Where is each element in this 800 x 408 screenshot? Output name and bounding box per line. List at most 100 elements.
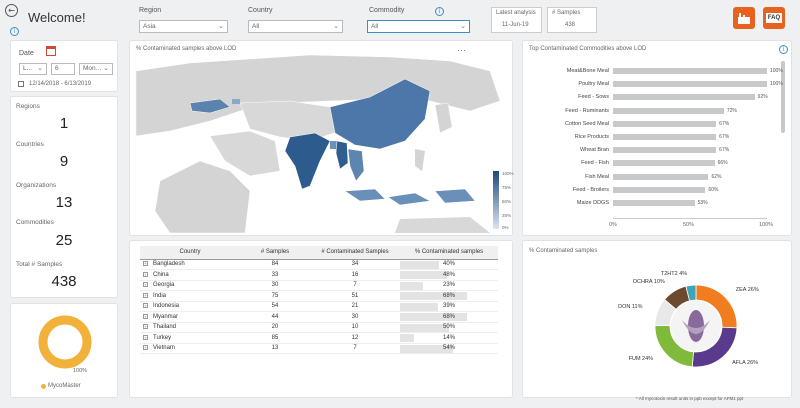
pct-cell: 40% (400, 259, 498, 270)
expand-icon[interactable]: + (143, 334, 148, 340)
footnote: * All mycotoxin result units in ppb exce… (636, 396, 744, 401)
region-dropdown[interactable]: Asia ⌄ (139, 20, 228, 33)
kpi-countries-value: 9 (59, 153, 69, 170)
donut-panel: % Contaminated samples ZEA 26% AFLA 26% FU… (522, 240, 792, 398)
donut-title: % Contaminated samples (529, 248, 598, 254)
calendar-icon[interactable] (46, 46, 56, 56)
bar-category-label: Meat&Bone Meal (566, 68, 609, 74)
country-cell: + Myanmar (140, 311, 240, 323)
pct-bar (400, 334, 414, 342)
bar-value-label: 67% (719, 120, 730, 127)
pct-bar (400, 271, 448, 279)
expand-icon[interactable]: + (143, 345, 148, 351)
bar (613, 134, 717, 140)
pct-value: 14% (443, 334, 456, 341)
expand-icon[interactable]: + (143, 271, 148, 277)
bar-row[interactable]: Poultry Meal 100% (523, 80, 793, 90)
bar-row[interactable]: Feed - Ruminants 72% (523, 107, 793, 117)
bar-row[interactable]: Feed - Broilers 60% (523, 186, 793, 196)
faq-button[interactable]: FAQ (763, 7, 785, 29)
commodity-info-icon[interactable]: i (435, 7, 444, 16)
table-row[interactable]: + Indonesia 54 21 39% (140, 301, 498, 312)
samples-value: 438 (565, 22, 576, 28)
date-info-icon[interactable]: i (10, 27, 19, 36)
samples-cell: 20 (240, 322, 310, 333)
table-row[interactable]: + Vietnam 13 7 54% (140, 343, 498, 354)
date-unit-select[interactable]: Mon... ⌄ (79, 63, 113, 75)
expand-icon[interactable]: + (143, 313, 148, 319)
bar-category-label: Feed - Fish (581, 160, 609, 167)
date-range-text: 12/14/2018 - 6/13/2019 (29, 81, 92, 87)
bar-row[interactable]: Rice Products 67% (523, 133, 793, 143)
asia-map (135, 54, 508, 234)
donut-label: FUM 24% (628, 356, 654, 363)
bar-category-label: Wheat Bran (579, 147, 609, 154)
pct-bar (400, 344, 453, 353)
date-relative-select[interactable]: L... ⌄ (19, 63, 47, 75)
samples-cell: 13 (240, 343, 310, 354)
country-cell: + Turkey (140, 332, 240, 344)
bar-row[interactable]: Wheat Bran 67% (523, 146, 793, 156)
col-country[interactable]: Country (140, 246, 240, 260)
country-cell: + Bangladesh (140, 259, 240, 270)
bar-chart-scrollbar[interactable] (781, 61, 785, 133)
map-panel: % Contaminated samples above LOD … (129, 40, 514, 236)
kpi-regions-value: 1 (59, 115, 69, 132)
donut-chart (654, 284, 738, 368)
samples-cell: 75 (240, 290, 310, 302)
date-count-input[interactable]: 6 (51, 63, 75, 75)
bar-value-label: 100% (770, 68, 783, 74)
bar-chart-area: Meat&Bone Meal 100% Poultry Meal 100% Feed -… (523, 67, 793, 217)
bar-chart-title: Top Contaminated Commodities above LOD (529, 46, 647, 52)
factory-icon[interactable] (733, 7, 755, 29)
table-header-row: Country # Samples # Contaminated Samples… (140, 246, 498, 260)
samples-cell: 84 (240, 259, 310, 270)
bar-row[interactable]: Meat&Bone Meal 100% (523, 67, 793, 77)
table-row[interactable]: + China 33 16 48% (140, 269, 498, 281)
pct-value: 48% (443, 271, 456, 278)
corn-leaf-icon (682, 320, 710, 334)
bar-row[interactable]: Feed - Fish 66% (523, 159, 793, 169)
corn-icon (688, 310, 704, 342)
expand-icon[interactable]: + (143, 303, 148, 309)
pct-cell: 68% (400, 290, 498, 302)
commodity-dropdown[interactable]: All ⌄ (367, 20, 470, 33)
back-icon[interactable]: ← (5, 4, 18, 17)
gauge-percent-label: 100% (73, 368, 88, 374)
scale-label-100: 100% (502, 171, 514, 176)
expand-icon[interactable]: + (143, 292, 148, 298)
kpi-organizations-value: 13 (55, 194, 73, 211)
col-contaminated[interactable]: # Contaminated Samples (310, 246, 400, 260)
col-pct-contaminated[interactable]: % Contaminated samples (400, 246, 498, 260)
table-row[interactable]: + Georgia 30 7 23% (140, 280, 498, 291)
table-row[interactable]: + Myanmar 44 30 68% (140, 311, 498, 323)
country-dropdown[interactable]: All ⌄ (248, 20, 343, 33)
more-options-icon[interactable]: … (457, 43, 467, 53)
table-row[interactable]: + Thailand 20 10 50% (140, 322, 498, 333)
col-samples[interactable]: # Samples (240, 246, 310, 260)
pct-cell: 39% (400, 301, 498, 312)
kpi-organizations-label: Organizations (16, 182, 57, 189)
expand-icon[interactable]: + (143, 324, 148, 330)
expand-icon[interactable]: + (143, 261, 148, 267)
samples-cell: 33 (240, 269, 310, 281)
bar-row[interactable]: Maize DDGS 53% (523, 199, 793, 209)
bar-row[interactable]: Fish Meal 62% (523, 173, 793, 183)
donut-slice-t2ht2[interactable] (685, 284, 697, 302)
table-row[interactable]: + Turkey 85 12 14% (140, 332, 498, 344)
pct-bar (400, 323, 449, 332)
table-row[interactable]: + Bangladesh 84 34 40% (140, 259, 498, 270)
bar-chart-info-icon[interactable]: i (779, 45, 788, 54)
donut-label: T2HT2 4% (660, 271, 688, 278)
donut-label: OCHRA 10% (632, 278, 665, 285)
table-row[interactable]: + India 75 51 68% (140, 290, 498, 302)
expand-icon[interactable]: + (143, 282, 148, 288)
bar-row[interactable]: Cotton Seed Meal 67% (523, 120, 793, 130)
bar (613, 94, 755, 101)
scale-label-25: 25% (502, 213, 512, 218)
bar (613, 173, 709, 180)
bar-row[interactable]: Feed - Sows 92% (523, 93, 793, 103)
pct-value: 50% (443, 324, 456, 331)
country-label: Country (248, 7, 273, 14)
bar-category-label: Cotton Seed Meal (564, 120, 609, 127)
